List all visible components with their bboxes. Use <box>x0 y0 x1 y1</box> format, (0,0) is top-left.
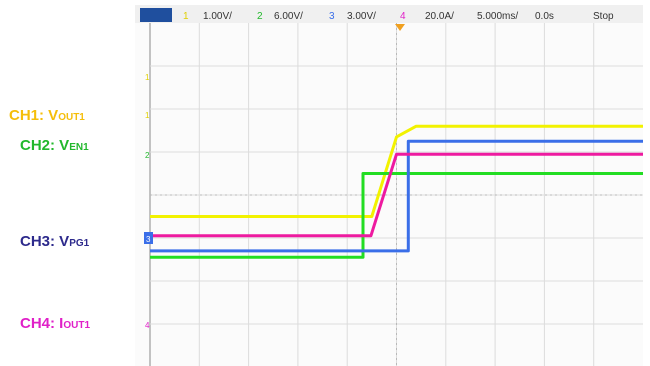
ch2-label-sub: EN1 <box>69 142 89 153</box>
ch1-marker: 1 <box>145 73 150 82</box>
oscilloscope-screen: 1 1.00V/ 2 6.00V/ 3 3.00V/ 4 20.0A/ 5.00… <box>135 5 643 366</box>
ch2-ground-marker: 2 <box>145 151 150 160</box>
ch3-vpg1-label: CH3: VPG1 <box>20 233 89 250</box>
ch4-iout1-label: CH4: IOUT1 <box>20 315 90 332</box>
ch1-vout1-label: CH1: VOUT1 <box>9 107 85 124</box>
ch1-ground-marker: 1 <box>145 111 150 120</box>
scope-header-bar <box>135 5 643 23</box>
ch1-label-main: CH1: V <box>9 107 59 124</box>
scope-header: 1 1.00V/ 2 6.00V/ 3 3.00V/ 4 20.0A/ 5.00… <box>183 11 614 22</box>
ch3-number: 3 <box>329 11 335 22</box>
run-status: Stop <box>593 11 614 22</box>
ch2-number: 2 <box>257 11 263 22</box>
ch4-ground-marker: 4 <box>145 321 150 330</box>
ch1-scale: 1.00V/ <box>203 11 232 22</box>
ch3-ground-marker <box>144 232 153 244</box>
timebase: 5.000ms/ <box>477 11 518 22</box>
ch1-number: 1 <box>183 11 189 22</box>
oscilloscope-plot: 1 1.00V/ 2 6.00V/ 3 3.00V/ 4 20.0A/ 5.00… <box>135 5 643 366</box>
ch3-scale: 3.00V/ <box>347 11 376 22</box>
ch2-label-main: CH2: V <box>20 137 70 154</box>
ch2-trace <box>150 172 643 259</box>
ch4-label-sub: OUT1 <box>63 320 91 331</box>
ch2-scale: 6.00V/ <box>274 11 303 22</box>
delay: 0.0s <box>535 11 554 22</box>
ch4-number: 4 <box>400 11 406 22</box>
ch3-trace <box>150 139 643 253</box>
ch1-trace <box>150 124 643 218</box>
scope-mode-box <box>140 8 172 22</box>
ch1-label-sub: OUT1 <box>58 112 85 123</box>
trigger-position-marker <box>395 24 405 31</box>
traces <box>150 124 643 259</box>
ch4-label-main: CH4: I <box>20 315 64 332</box>
ch4-scale: 20.0A/ <box>425 11 454 22</box>
ch4-trace <box>150 152 643 238</box>
grid <box>150 23 643 366</box>
ch3-label-sub: PG1 <box>69 238 90 249</box>
ch2-ven1-label: CH2: VEN1 <box>20 137 89 154</box>
ch3-ground-label: 3 <box>146 235 151 244</box>
ch3-label-main: CH3: V <box>20 233 70 250</box>
